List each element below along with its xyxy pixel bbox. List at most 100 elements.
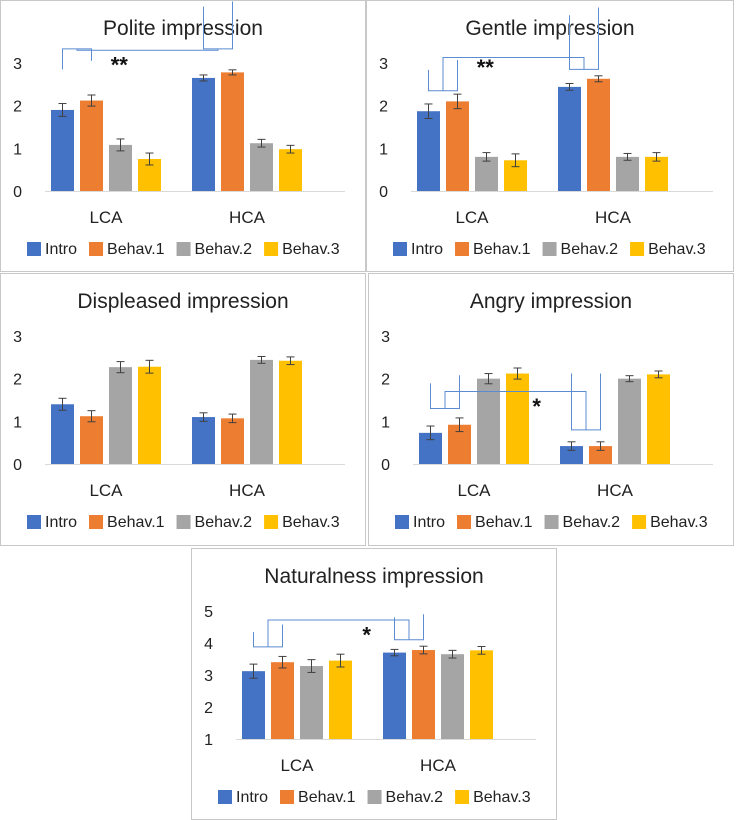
category-label: LCA [89, 208, 123, 227]
bar-intro-lca [51, 404, 74, 464]
legend-label-behav-1: Behav.1 [475, 514, 533, 531]
bar-intro-lca [417, 111, 440, 191]
y-tick-label: 1 [13, 414, 22, 431]
legend-label-behav-2: Behav.2 [561, 241, 619, 258]
chart-panel-naturalness: Naturalness impression 1 2 3 4 5 LCA HCA * Intro B… [191, 548, 557, 820]
legend-swatch-intro [395, 515, 409, 529]
significance-bracket [428, 7, 599, 92]
bar-behav-3-hca [647, 374, 670, 464]
legend-label-intro: Intro [45, 241, 77, 258]
significance-marker: * [532, 394, 541, 419]
bar-behav-3-lca [506, 373, 529, 464]
legend-label-behav-3: Behav.3 [650, 514, 708, 531]
chart-title: Polite impression [103, 17, 263, 40]
legend-label-behav-2: Behav.2 [386, 789, 444, 806]
significance-marker: * [362, 623, 371, 648]
legend-swatch-intro [27, 242, 41, 256]
bar-intro-hca [560, 446, 583, 464]
legend-label-behav-2: Behav.2 [195, 241, 253, 258]
bar-behav-1-lca [80, 100, 103, 191]
bar-behav-1-lca [446, 101, 469, 191]
bar-intro-hca [383, 652, 406, 739]
chart-title: Displeased impression [77, 290, 288, 313]
y-tick-label: 2 [381, 372, 390, 389]
y-tick-label: 0 [381, 457, 390, 474]
category-label: LCA [457, 481, 491, 500]
bar-behav-3-hca [279, 149, 302, 191]
bar-behav-3-hca [470, 650, 493, 739]
y-tick-label: 3 [204, 668, 213, 685]
legend-swatch-behav-1 [89, 242, 104, 256]
chart-panel-displeased: Displeased impression 0 1 2 3 LCA HCA Intro Beha… [0, 273, 366, 546]
legend-label-behav-3: Behav.3 [473, 789, 531, 806]
significance-bracket [430, 373, 601, 431]
legend-swatch-behav-1 [455, 242, 470, 256]
legend-label-behav-3: Behav.3 [648, 241, 706, 258]
displeased-impression-chart: Displeased impression 0 1 2 3 LCA HCA Intro Beha… [13, 290, 345, 531]
bar-behav-2-hca [441, 654, 464, 739]
category-label: LCA [89, 481, 123, 500]
legend-label-intro: Intro [236, 789, 268, 806]
bar-behav-1-hca [412, 650, 435, 739]
gentle-impression-chart: Gentle impression 0 1 2 3 LCA HCA ** Intro Behav.… [379, 7, 713, 258]
bar-behav-2-lca [475, 156, 498, 191]
legend-label-behav-1: Behav.1 [298, 789, 356, 806]
bar-behav-3-hca [645, 156, 668, 191]
legend-label-behav-1: Behav.1 [107, 514, 165, 531]
legend-label-intro: Intro [45, 514, 77, 531]
bar-behav-3-lca [504, 160, 527, 191]
y-tick-label: 1 [13, 141, 22, 158]
significance-marker: ** [477, 55, 495, 80]
bar-intro-hca [192, 417, 215, 464]
bar-intro-hca [558, 86, 581, 191]
bar-behav-3-hca [279, 360, 302, 464]
y-tick-label: 1 [204, 732, 213, 749]
bar-behav-1-hca [587, 78, 610, 191]
bar-behav-1-hca [589, 446, 612, 464]
chart-title: Angry impression [470, 290, 632, 313]
bar-behav-1-lca [80, 416, 103, 464]
chart-title: Naturalness impression [264, 565, 483, 588]
bar-behav-2-lca [477, 378, 500, 464]
y-tick-label: 2 [13, 99, 22, 116]
bar-behav-2-hca [616, 156, 639, 191]
legend-label-behav-2: Behav.2 [195, 514, 253, 531]
legend-swatch-behav-3 [264, 242, 279, 256]
legend-swatch-behav-2 [176, 515, 191, 529]
legend-label-behav-2: Behav.2 [563, 514, 621, 531]
bar-behav-1-hca [221, 72, 244, 191]
legend-swatch-behav-2 [542, 242, 557, 256]
category-label: HCA [229, 208, 266, 227]
y-tick-label: 2 [379, 99, 388, 116]
bar-behav-2-hca [250, 143, 273, 191]
y-tick-label: 3 [13, 329, 22, 346]
legend-swatch-behav-1 [280, 790, 295, 804]
chart-panel-angry: Angry impression 0 1 2 3 LCA HCA * Intro Behav.1 B… [368, 273, 734, 546]
legend-swatch-intro [218, 790, 232, 804]
bar-behav-2-lca [300, 666, 323, 739]
bar-intro-lca [51, 109, 74, 191]
legend-swatch-intro [393, 242, 407, 256]
legend-label-behav-1: Behav.1 [107, 241, 165, 258]
legend-swatch-behav-2 [176, 242, 191, 256]
bar-behav-3-lca [329, 660, 352, 739]
y-tick-label: 2 [204, 700, 213, 717]
category-label: LCA [455, 208, 489, 227]
significance-bracket [253, 614, 424, 648]
legend-swatch-behav-3 [455, 790, 470, 804]
category-label: HCA [597, 481, 634, 500]
legend-swatch-behav-3 [264, 515, 279, 529]
chart-panel-polite: Polite impression 0 1 2 3 LCA HCA ** Intro Behav.… [0, 0, 366, 272]
y-tick-label: 1 [381, 414, 390, 431]
bar-behav-3-lca [138, 159, 161, 191]
legend-label-behav-3: Behav.3 [282, 514, 340, 531]
bar-behav-2-lca [109, 144, 132, 191]
y-tick-label: 5 [204, 604, 213, 621]
y-tick-label: 4 [204, 636, 213, 653]
legend-swatch-behav-2 [367, 790, 382, 804]
bar-intro-hca [192, 77, 215, 191]
y-tick-label: 3 [13, 56, 22, 73]
significance-marker: ** [111, 53, 129, 78]
bar-behav-1-lca [271, 662, 294, 739]
y-tick-label: 1 [379, 141, 388, 158]
